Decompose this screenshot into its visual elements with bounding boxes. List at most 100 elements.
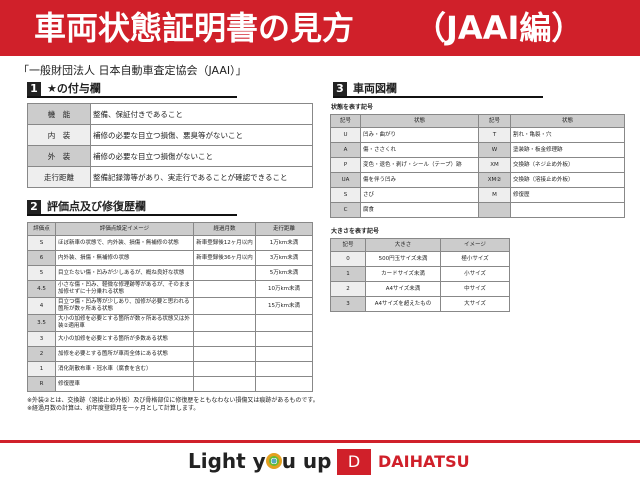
column-header: 経過月数: [193, 222, 256, 236]
right-column: 3 車両図欄 状態を表す記号 記号 状態 記号 状態 U 凹み・曲がり T 割れ・亀裂・穴 A 傷・…: [330, 82, 625, 312]
section-title: 車両図欄: [353, 82, 397, 95]
row-cell: 割れ・亀裂・穴: [510, 127, 625, 143]
column-header: イメージ: [440, 238, 510, 252]
section-1-header: 1 ★の付与欄: [27, 82, 237, 98]
row-key: 内 装: [27, 124, 91, 146]
row-cell: 凹み・曲がり: [360, 127, 479, 143]
row-key: R: [27, 376, 56, 392]
row-cell: [255, 346, 313, 362]
column-header: 記号: [330, 114, 361, 128]
column-header: 記号: [478, 114, 511, 128]
table-row: S さび M 修復歴: [330, 187, 625, 203]
table-row: 2 加修を必要とする箇所が車両全体にある状態: [27, 346, 313, 362]
row-key: W: [478, 142, 511, 158]
row-cell: 変色・退色・剥げ・シール（テープ）跡: [360, 157, 479, 173]
table-row: UA 傷を伴う凹み XM② 交換跡（溶接止め外板）: [330, 172, 625, 188]
row-cell: [193, 297, 256, 315]
row-key: C: [330, 202, 361, 218]
row-cell: 整備記録簿等があり、実走行であることが確認できること: [90, 166, 313, 188]
state-symbols-table: 記号 状態 記号 状態 U 凹み・曲がり T 割れ・亀裂・穴 A 傷・ささくれ W 塗装跡・板金修理跡…: [330, 114, 625, 218]
row-cell: 修復歴車: [55, 376, 194, 392]
star-criteria-table: 機 能整備、保証付きであること内 装補修の必要な目立つ損傷、悪臭等がないこと外 …: [27, 103, 313, 188]
section-title: 評価点及び修復歴欄: [47, 200, 146, 213]
row-cell: [193, 331, 256, 347]
table-row: 3 A4サイズを超えたもの 大サイズ: [330, 296, 510, 312]
row-key: P: [330, 157, 361, 173]
footnotes: ※外装②とは、交換跡（溶接止め外板）及び骨格部位に修復歴をともなわない損傷又は痕…: [27, 397, 617, 413]
row-key: 5: [27, 265, 56, 281]
size-symbols-table: 記号 大きさ イメージ 0 500円玉サイズ未満 極小サイズ 1 カードサイズ未満 小サイズ 2 A…: [330, 238, 510, 312]
table-row: 6 内外装、損傷・無補修の状態 新車登録後36ヶ月以内 3万km未満: [27, 250, 313, 266]
row-cell: 大小の加修を必要とする箇所が多数ある状態: [55, 331, 194, 347]
row-cell: 極小サイズ: [440, 251, 510, 267]
row-cell: ほぼ新車の状態で、内外装、損傷・無補修の状態: [55, 235, 194, 251]
table-row: R 修復歴車: [27, 376, 313, 392]
header-row: 記号 大きさ イメージ: [330, 238, 510, 252]
row-cell: 補修の必要な目立つ損傷、悪臭等がないこと: [90, 124, 313, 146]
footnote: ※外装②とは、交換跡（溶接止め外板）及び骨格部位に修復歴をともなわない損傷又は痕…: [27, 397, 319, 404]
row-cell: A4サイズ未満: [365, 281, 441, 297]
row-cell: 新車登録後36ヶ月以内: [193, 250, 256, 266]
row-cell: 3万km未満: [255, 250, 313, 266]
row-key: XM②: [478, 172, 511, 188]
row-cell: 5万km未満: [255, 265, 313, 281]
row-cell: 修復歴: [510, 187, 625, 203]
footnote: ※経過月数の計算は、初年度登録月を一ヶ月として計算します。: [27, 405, 200, 412]
row-key: UA: [330, 172, 361, 188]
row-cell: [255, 376, 313, 392]
row-key: 3: [330, 296, 366, 312]
table-row: 3 大小の加修を必要とする箇所が多数ある状態: [27, 331, 313, 347]
table-row: 走行距離 整備記録簿等があり、実走行であることが確認できること: [27, 166, 313, 188]
row-cell: 交換跡（溶接止め外板）: [510, 172, 625, 188]
organization-subtitle: 「一般財団法人 日本自動車査定協会（JAAI）」: [18, 64, 247, 77]
table-row: 1 消化剤散布車・冠水車（腐食を含む）: [27, 361, 313, 377]
row-cell: [510, 202, 625, 218]
row-key: M: [478, 187, 511, 203]
row-cell: 1万km未満: [255, 235, 313, 251]
table-row: A 傷・ささくれ W 塗装跡・板金修理跡: [330, 142, 625, 158]
table-row: 4 目立つ傷・凹み等が少しあり、加修が必要と思われる箇所が数ヶ所ある状態 15万km…: [27, 297, 313, 315]
size-symbols-label: 大きさを表す記号: [331, 228, 380, 235]
row-cell: [193, 265, 256, 281]
page-title-suffix: （JAAI編）: [414, 9, 584, 47]
row-cell: A4サイズを超えたもの: [365, 296, 441, 312]
table-row: 0 500円玉サイズ未満 極小サイズ: [330, 251, 510, 267]
row-key: 機 能: [27, 103, 91, 125]
row-cell: [193, 376, 256, 392]
section-3-header: 3 車両図欄: [333, 82, 543, 98]
row-cell: 大小の加修を必要とする箇所が数ヶ所ある状態又は外装②適用車: [55, 314, 194, 332]
row-cell: 整備、保証付きであること: [90, 103, 313, 125]
column-header: 評価点設定イメージ: [55, 222, 194, 236]
row-key: 2: [27, 346, 56, 362]
row-cell: 塗装跡・板金修理跡: [510, 142, 625, 158]
daihatsu-brand: DAIHATSU: [378, 452, 470, 471]
row-key: 1: [330, 266, 366, 282]
header-row: 記号 状態 記号 状態: [330, 114, 625, 128]
row-key: XM: [478, 157, 511, 173]
row-cell: 目立つ傷・凹み等が少しあり、加修が必要と思われる箇所が数ヶ所ある状態: [55, 297, 194, 315]
row-cell: カードサイズ未満: [365, 266, 441, 282]
row-key: 3.5: [27, 314, 56, 332]
row-key: 1: [27, 361, 56, 377]
rainbow-ring-icon: [265, 453, 282, 469]
table-row: S ほぼ新車の状態で、内外装、損傷・無補修の状態 新車登録後12ヶ月以内 1万km未満: [27, 235, 313, 251]
row-cell: 目立たない傷・凹みが少しあるが、概ね良好な状態: [55, 265, 194, 281]
table-row: 3.5 大小の加修を必要とする箇所が数ヶ所ある状態又は外装②適用車: [27, 314, 313, 332]
row-cell: 新車登録後12ヶ月以内: [193, 235, 256, 251]
section-number: 3: [333, 82, 347, 96]
row-key: 0: [330, 251, 366, 267]
section-title: ★の付与欄: [47, 82, 101, 95]
row-key: A: [330, 142, 361, 158]
daihatsu-emblem-icon: D: [337, 449, 371, 475]
row-cell: 補修の必要な目立つ損傷がないこと: [90, 145, 313, 167]
row-cell: 傷・ささくれ: [360, 142, 479, 158]
row-key: 4: [27, 297, 56, 315]
row-cell: 10万km未満: [255, 280, 313, 298]
row-cell: [255, 314, 313, 332]
table-row: P 変色・退色・剥げ・シール（テープ）跡 XM 交換跡（ネジ止め外板）: [330, 157, 625, 173]
table-row: 1 カードサイズ未満 小サイズ: [330, 266, 510, 282]
row-key: S: [330, 187, 361, 203]
section-2-header: 2 評価点及び修復歴欄: [27, 200, 237, 216]
row-cell: 傷を伴う凹み: [360, 172, 479, 188]
row-cell: 内外装、損傷・無補修の状態: [55, 250, 194, 266]
